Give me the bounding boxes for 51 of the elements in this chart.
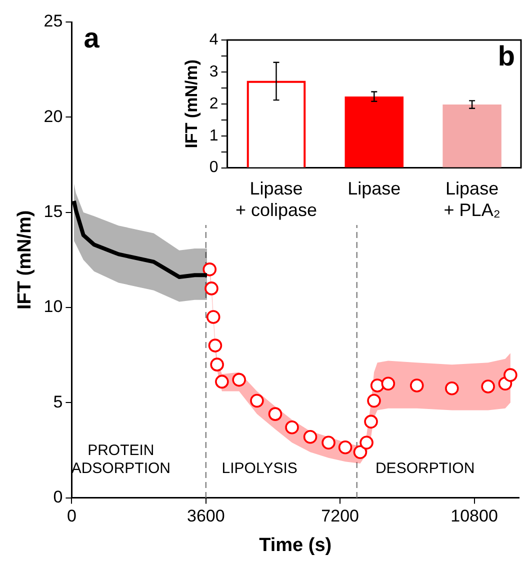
annotation: LIPOLYSIS bbox=[222, 460, 298, 478]
x-axis-title: Time (s) bbox=[259, 534, 332, 556]
y-tick-label: 0 bbox=[53, 487, 63, 506]
bar bbox=[344, 96, 404, 168]
point bbox=[370, 378, 384, 392]
point bbox=[250, 394, 264, 408]
y-tick-label: 10 bbox=[44, 297, 63, 316]
point bbox=[202, 262, 217, 276]
annotation: PROTEIN ADSORPTION bbox=[71, 442, 171, 478]
x-tick-label: Lipase + PLA₂ bbox=[444, 178, 500, 220]
y-axis-title: IFT (mN/m) bbox=[14, 210, 36, 310]
point bbox=[504, 368, 518, 382]
y-tick-label: 3 bbox=[209, 63, 218, 80]
point bbox=[322, 436, 336, 450]
point bbox=[338, 440, 352, 454]
x-tick-label: 10800 bbox=[450, 506, 498, 526]
point bbox=[210, 358, 224, 372]
x-tick-label: 7200 bbox=[321, 506, 359, 526]
point bbox=[410, 378, 424, 392]
point bbox=[208, 338, 222, 352]
y-tick-label: 20 bbox=[44, 106, 63, 126]
point bbox=[206, 310, 220, 324]
y-tick-label: 15 bbox=[44, 202, 63, 222]
y-tick-label: 4 bbox=[209, 31, 218, 48]
point bbox=[268, 407, 282, 421]
point bbox=[204, 282, 218, 296]
y-tick-label: 25 bbox=[44, 12, 63, 31]
point bbox=[303, 430, 318, 444]
x-tick-label: Lipase bbox=[348, 178, 401, 199]
x-tick-label: 0 bbox=[66, 506, 76, 526]
y-tick-label: 0 bbox=[209, 159, 218, 176]
y-tick-label: 5 bbox=[53, 392, 63, 412]
bar bbox=[442, 104, 502, 168]
x-tick-label: 3600 bbox=[186, 506, 225, 526]
annotation: b bbox=[498, 40, 515, 72]
y-tick-label: 2 bbox=[209, 95, 218, 112]
point bbox=[215, 374, 229, 389]
y-tick-label: 1 bbox=[209, 127, 218, 144]
point bbox=[445, 381, 459, 396]
point bbox=[360, 436, 374, 450]
x-tick-label: Lipase + colipase bbox=[235, 178, 318, 220]
annotation: a bbox=[84, 22, 100, 54]
point bbox=[232, 372, 246, 387]
point bbox=[381, 376, 396, 391]
point bbox=[367, 394, 381, 408]
point bbox=[285, 420, 299, 434]
point bbox=[353, 445, 368, 460]
point bbox=[364, 414, 378, 429]
point bbox=[481, 380, 495, 394]
annotation: DESORPTION bbox=[375, 460, 475, 478]
y-axis-title: IFT (mN/m) bbox=[182, 60, 201, 148]
